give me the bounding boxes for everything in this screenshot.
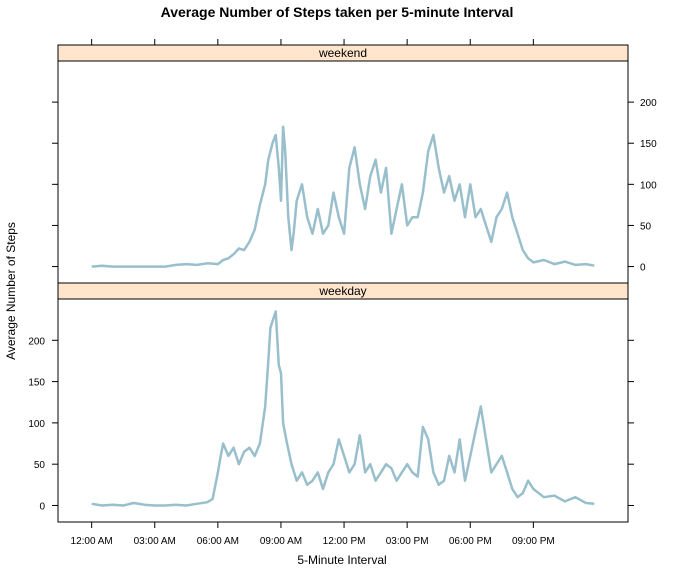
y-axis-label: Average Number of Steps xyxy=(4,222,18,360)
weekday-y-tick-label: 150 xyxy=(28,378,45,389)
x-tick-label: 03:00 AM xyxy=(134,536,176,547)
x-tick-label: 09:00 PM xyxy=(512,536,555,547)
x-tick-label: 03:00 PM xyxy=(386,536,429,547)
x-tick-label: 06:00 PM xyxy=(449,536,492,547)
x-axis-label: 5-Minute Interval xyxy=(297,553,386,567)
weekend-y-tick-label: 200 xyxy=(640,98,657,109)
weekday-series-line xyxy=(91,310,595,507)
chart-title: Average Number of Steps taken per 5-minu… xyxy=(161,4,514,20)
weekend-y-tick-label: 150 xyxy=(640,139,657,150)
x-tick-label: 09:00 AM xyxy=(260,536,302,547)
weekday-panel-border xyxy=(57,298,629,523)
weekday-y-tick-label: 200 xyxy=(28,336,45,347)
x-tick-label: 12:00 AM xyxy=(71,536,113,547)
weekend-y-tick-label: 100 xyxy=(640,180,657,191)
x-tick-label: 06:00 AM xyxy=(197,536,239,547)
weekend-strip-label: weekend xyxy=(318,46,367,60)
weekend-panel-border xyxy=(57,60,629,284)
weekday-y-tick-label: 0 xyxy=(39,501,45,512)
plot-layer: weekend 0 50 100 150 200 weekday 0 50 100 150 200 12… xyxy=(28,39,657,547)
weekday-strip-label: weekday xyxy=(318,284,366,298)
x-tick-label: 12:00 PM xyxy=(323,536,366,547)
weekday-y-tick-label: 50 xyxy=(34,460,46,471)
weekend-y-tick-label: 0 xyxy=(640,263,646,274)
weekend-y-tick-label: 50 xyxy=(640,221,652,232)
weekend-series-line xyxy=(91,125,595,268)
weekday-y-tick-label: 100 xyxy=(28,419,45,430)
